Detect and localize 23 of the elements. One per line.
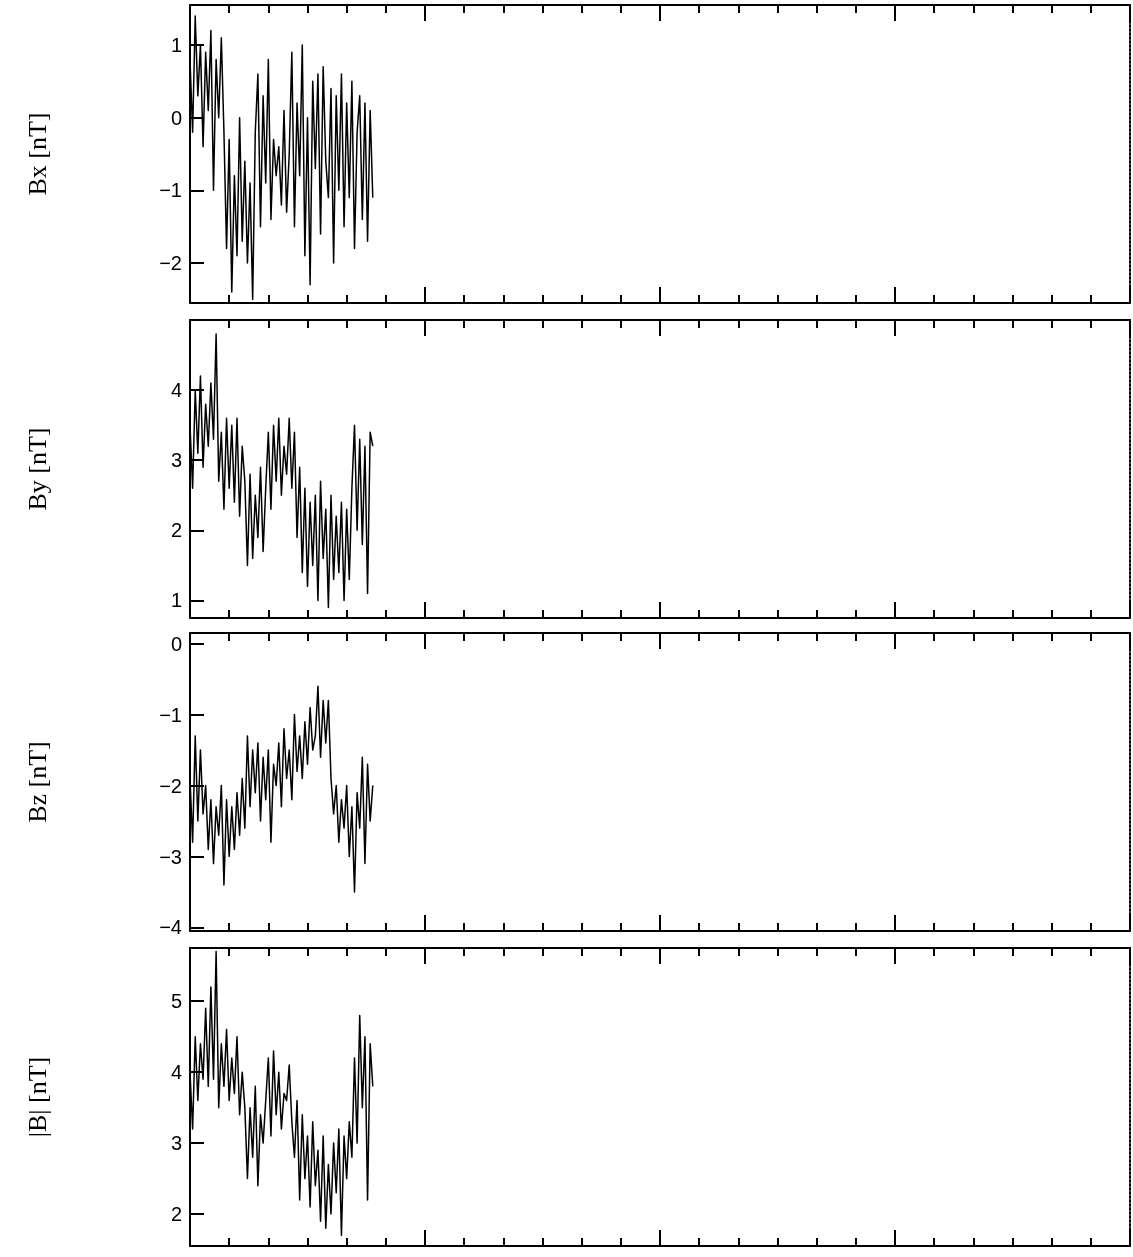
y-tick-label: 4: [170, 379, 182, 402]
line-series: [189, 333, 374, 609]
y-axis-title: By [nT]: [22, 427, 52, 511]
y-tick-label: −1: [159, 703, 182, 726]
line-series: [189, 15, 374, 301]
y-tick-label: −2: [159, 774, 182, 797]
y-axis-title: Bx [nT]: [22, 112, 52, 196]
y-tick-label: 1: [170, 33, 182, 56]
y-tick-label: −2: [159, 252, 182, 275]
y-tick-label: 3: [170, 449, 182, 472]
y-tick-label: 0: [170, 632, 182, 655]
y-tick-label: 2: [170, 519, 182, 542]
y-tick-label: −1: [159, 179, 182, 202]
y-tick-label: 2: [170, 1203, 182, 1226]
y-tick-label: 4: [170, 1061, 182, 1084]
y-axis-title: |B| [nT]: [22, 1056, 52, 1138]
y-tick-label: 3: [170, 1132, 182, 1155]
y-tick-label: 5: [170, 990, 182, 1013]
y-tick-label: −3: [159, 845, 182, 868]
y-tick-label: 1: [170, 589, 182, 612]
y-tick-label: −4: [159, 916, 182, 939]
y-axis-title: Bz [nT]: [22, 741, 52, 823]
y-tick-label: 0: [170, 106, 182, 129]
